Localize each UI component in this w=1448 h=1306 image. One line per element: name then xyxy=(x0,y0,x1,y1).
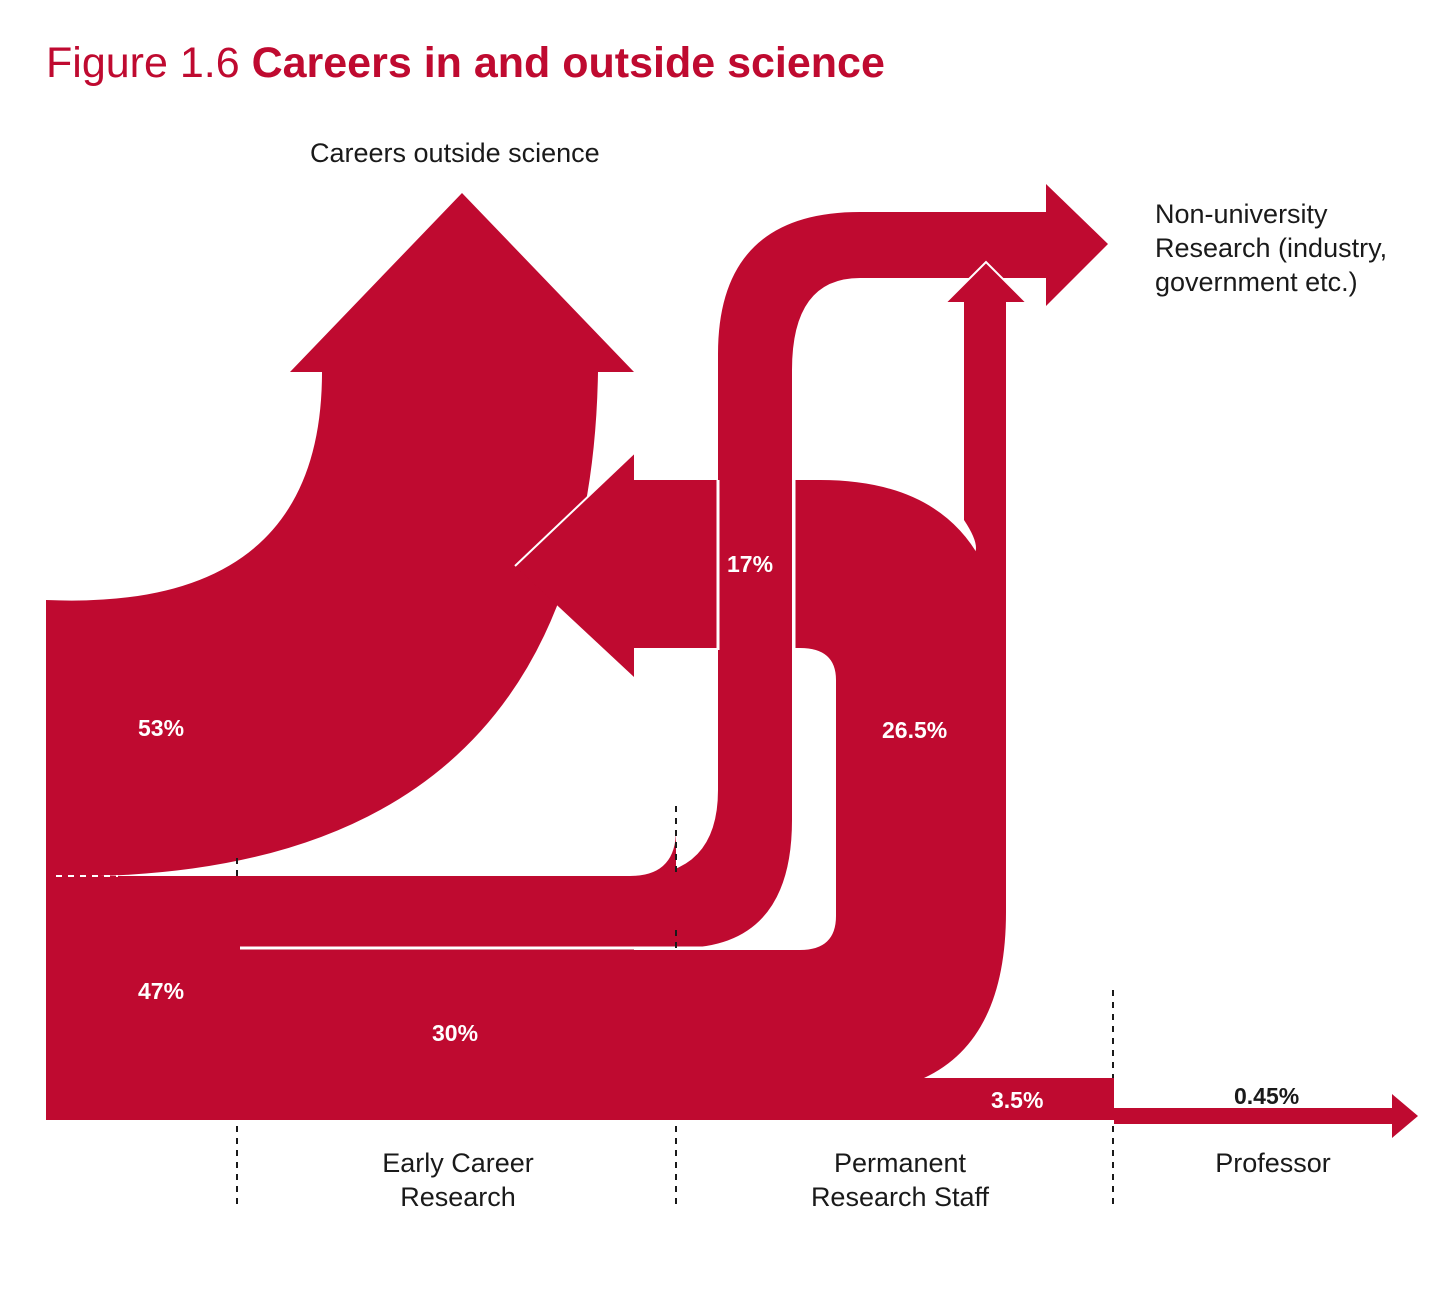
pct-permanent-to-professor: 3.5% xyxy=(991,1087,1044,1113)
flow-permanent-to-outside xyxy=(515,453,718,677)
label-non-university-line2: Research (industry, xyxy=(1155,233,1388,263)
label-careers-outside-science: Careers outside science xyxy=(310,138,600,168)
pct-into-early-career: 47% xyxy=(138,978,185,1004)
stage-early-career: Early Career Research xyxy=(308,1146,608,1214)
stage-permanent-line2: Research Staff xyxy=(810,1182,990,1212)
flow-to-non-university xyxy=(240,184,1108,950)
flow-outside-science xyxy=(46,193,634,876)
figure-title: Figure 1.6 Careers in and outside scienc… xyxy=(46,39,885,87)
pct-permanent-to-other: 26.5% xyxy=(882,717,948,743)
stage-permanent: Permanent Research Staff xyxy=(750,1146,1050,1214)
flow-professor-arrow xyxy=(1114,1094,1418,1138)
stage-early-career-line1: Early Career xyxy=(382,1148,534,1178)
figure-title-text: Careers in and outside science xyxy=(251,39,885,87)
flow-early-career-band xyxy=(46,830,676,950)
pct-early-to-permanent: 30% xyxy=(432,1020,479,1046)
label-non-university-line1: Non-university xyxy=(1155,199,1328,229)
stage-permanent-line1: Permanent xyxy=(833,1148,967,1178)
flow-permanent-to-non-university xyxy=(946,262,1026,680)
pct-professor: 0.45% xyxy=(1234,1083,1300,1109)
stage-professor: Professor xyxy=(1215,1148,1331,1178)
flow-early-to-permanent xyxy=(46,480,1114,1120)
figure-number: Figure 1.6 xyxy=(46,39,240,87)
stage-early-career-line2: Research xyxy=(400,1182,516,1212)
pct-early-to-non-university: 17% xyxy=(727,551,774,577)
label-non-university-line3: government etc.) xyxy=(1155,267,1358,297)
pct-outside-science: 53% xyxy=(138,715,185,741)
label-non-university: Non-university Research (industry, gover… xyxy=(1155,197,1387,299)
